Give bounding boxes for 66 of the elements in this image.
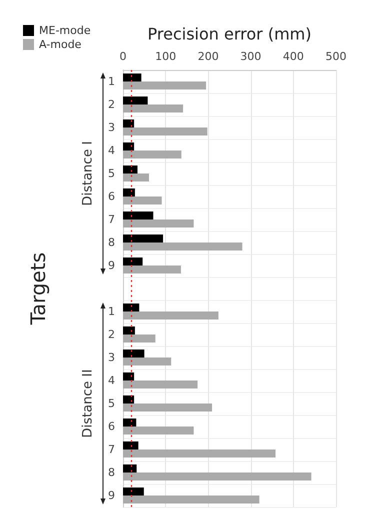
bar [123, 220, 194, 228]
bar [123, 303, 140, 312]
bar [123, 441, 138, 450]
y-tick-label: 8 [108, 236, 115, 249]
y-tick-label: 2 [108, 328, 115, 341]
y-tick-label: 3 [108, 121, 115, 134]
y-axis-title: Targets [26, 252, 50, 326]
bar [123, 104, 184, 113]
bar [123, 349, 144, 358]
bar [123, 404, 212, 412]
text: Distance I [80, 141, 96, 206]
y-tick-label: 4 [108, 144, 115, 157]
x-tick-label: 500 [326, 50, 346, 63]
y-tick-label: 6 [108, 420, 115, 433]
bar [123, 174, 149, 182]
bar [123, 128, 208, 136]
y-tick-label: 8 [108, 466, 115, 479]
y-tick-label: 4 [108, 374, 115, 387]
bar [123, 257, 143, 266]
bar [123, 487, 144, 496]
y-tick-label: 7 [108, 443, 115, 456]
bar [123, 326, 135, 334]
x-axis-title: Precision error (mm) [148, 24, 312, 44]
y-tick-label: 7 [108, 213, 115, 226]
bar [123, 188, 135, 196]
x-tick-label: 400 [282, 50, 304, 63]
bar [123, 334, 156, 343]
y-tick-label: 9 [108, 489, 115, 502]
bar [123, 372, 134, 380]
y-tick-label: 5 [108, 397, 115, 410]
y-tick-label: 6 [108, 190, 115, 203]
bar [123, 418, 136, 426]
bar [123, 380, 198, 389]
legend-label: ME-mode [39, 24, 91, 37]
bar [123, 312, 218, 320]
y-tick-label: 9 [108, 259, 115, 272]
bar [123, 82, 206, 90]
y-tick-label: 2 [108, 98, 115, 111]
bar [123, 450, 276, 458]
bar [123, 150, 182, 159]
x-tick-label: 100 [155, 50, 176, 63]
legend-label: A-mode [39, 38, 82, 51]
bar [123, 211, 154, 220]
bar [123, 119, 134, 128]
bar [123, 395, 134, 404]
x-tick-label: 300 [240, 50, 262, 63]
bar [123, 96, 148, 104]
bar [123, 234, 164, 242]
bar [123, 165, 138, 174]
bar [123, 464, 137, 472]
y-tick-label: 1 [108, 75, 115, 88]
x-tick-label: 200 [198, 50, 219, 63]
bar [123, 73, 142, 82]
y-tick-label: 1 [108, 305, 115, 318]
bar [123, 472, 312, 481]
bar [123, 496, 260, 504]
x-tick-label: 0 [120, 50, 126, 63]
bar [123, 358, 172, 366]
y-tick-label: 5 [108, 167, 115, 180]
bar [123, 426, 194, 435]
bar [123, 242, 242, 251]
bar [123, 266, 181, 274]
bar [123, 196, 162, 205]
text: Distance II [80, 369, 96, 438]
y-tick-label: 3 [108, 351, 115, 364]
bar [123, 142, 134, 150]
